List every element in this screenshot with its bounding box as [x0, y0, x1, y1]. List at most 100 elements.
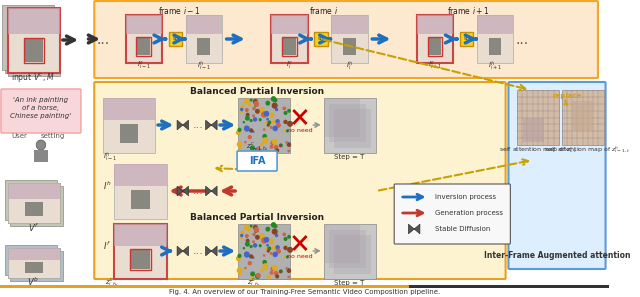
Text: no need: no need — [287, 127, 313, 132]
Circle shape — [243, 248, 244, 249]
Bar — [489, 38, 502, 55]
Circle shape — [269, 239, 273, 244]
Circle shape — [284, 256, 285, 257]
Bar — [8, 248, 60, 278]
Bar — [238, 98, 291, 153]
Circle shape — [253, 115, 254, 116]
Bar — [10, 251, 63, 281]
Circle shape — [284, 247, 287, 249]
Circle shape — [253, 131, 254, 132]
Circle shape — [263, 264, 268, 269]
Circle shape — [273, 229, 277, 234]
Text: Chinese painting': Chinese painting' — [10, 113, 72, 119]
Text: $I^h_{i-1}$: $I^h_{i-1}$ — [196, 59, 211, 73]
Circle shape — [246, 116, 249, 120]
Text: input $V^c$, $M$: input $V^c$, $M$ — [11, 72, 56, 85]
Bar — [138, 38, 150, 55]
Text: $I^c_{i-1}$: $I^c_{i-1}$ — [137, 60, 151, 72]
Circle shape — [262, 112, 266, 117]
Circle shape — [250, 246, 252, 247]
Circle shape — [259, 119, 261, 121]
Circle shape — [275, 141, 276, 142]
Bar — [524, 118, 544, 142]
Circle shape — [241, 235, 243, 236]
Text: SD: SD — [318, 37, 324, 41]
Circle shape — [257, 274, 260, 277]
FancyBboxPatch shape — [94, 1, 598, 78]
Circle shape — [244, 225, 249, 230]
Circle shape — [275, 271, 278, 275]
Circle shape — [36, 140, 45, 150]
Circle shape — [264, 255, 265, 256]
Circle shape — [238, 128, 241, 131]
Circle shape — [237, 257, 240, 260]
Bar — [103, 98, 156, 120]
Circle shape — [248, 262, 251, 265]
Circle shape — [253, 118, 257, 121]
Text: Balanced Partial Inversion: Balanced Partial Inversion — [190, 214, 324, 222]
Circle shape — [253, 244, 257, 247]
Circle shape — [288, 150, 289, 152]
Circle shape — [284, 130, 285, 132]
Circle shape — [238, 255, 241, 257]
Text: $I^c_{i+1}$: $I^c_{i+1}$ — [428, 60, 442, 72]
Circle shape — [239, 147, 241, 149]
Text: SD: SD — [463, 37, 469, 41]
Bar — [562, 90, 604, 145]
Circle shape — [256, 236, 259, 239]
Circle shape — [255, 105, 256, 106]
Circle shape — [255, 229, 259, 232]
Bar — [271, 15, 308, 63]
Circle shape — [244, 127, 248, 130]
Circle shape — [248, 136, 251, 139]
Circle shape — [273, 247, 275, 250]
Circle shape — [276, 123, 280, 127]
Text: frame $i-1$: frame $i-1$ — [157, 4, 200, 15]
Circle shape — [260, 269, 263, 272]
Text: ...: ... — [193, 186, 204, 196]
Bar — [131, 250, 150, 269]
Text: self attention map of $z^c_{i,t}$: self attention map of $z^c_{i,t}$ — [499, 146, 577, 154]
Bar — [329, 103, 365, 142]
Circle shape — [274, 225, 276, 228]
Circle shape — [286, 142, 287, 143]
Text: Balanced Partial Inversion: Balanced Partial Inversion — [190, 88, 324, 97]
Text: Step = T: Step = T — [334, 280, 365, 286]
Circle shape — [253, 241, 254, 243]
Circle shape — [273, 252, 277, 257]
Circle shape — [244, 99, 249, 104]
Circle shape — [253, 233, 255, 236]
Circle shape — [253, 257, 254, 258]
Circle shape — [268, 124, 269, 126]
Circle shape — [276, 275, 278, 278]
Circle shape — [256, 274, 260, 278]
Text: Step = T: Step = T — [334, 154, 365, 160]
Text: User: User — [11, 133, 27, 139]
FancyBboxPatch shape — [394, 184, 510, 244]
Text: $V^b$: $V^b$ — [28, 276, 39, 288]
Circle shape — [265, 267, 268, 270]
Circle shape — [252, 151, 253, 152]
Circle shape — [252, 277, 253, 278]
Polygon shape — [177, 246, 189, 256]
Circle shape — [267, 244, 268, 246]
Circle shape — [241, 105, 244, 108]
Circle shape — [284, 112, 287, 114]
Bar — [0, 285, 410, 288]
Circle shape — [246, 242, 249, 246]
Bar — [35, 150, 47, 162]
Circle shape — [273, 103, 277, 108]
Bar — [477, 15, 513, 34]
Bar — [271, 15, 308, 34]
Bar — [24, 39, 43, 61]
Circle shape — [271, 127, 272, 128]
Circle shape — [266, 101, 269, 105]
Bar — [410, 285, 609, 288]
Text: setting: setting — [40, 133, 65, 139]
Circle shape — [286, 268, 287, 269]
Circle shape — [269, 113, 273, 118]
Circle shape — [276, 235, 278, 236]
Text: $I^f$: $I^f$ — [103, 240, 111, 252]
Circle shape — [266, 228, 269, 231]
Circle shape — [257, 149, 258, 150]
